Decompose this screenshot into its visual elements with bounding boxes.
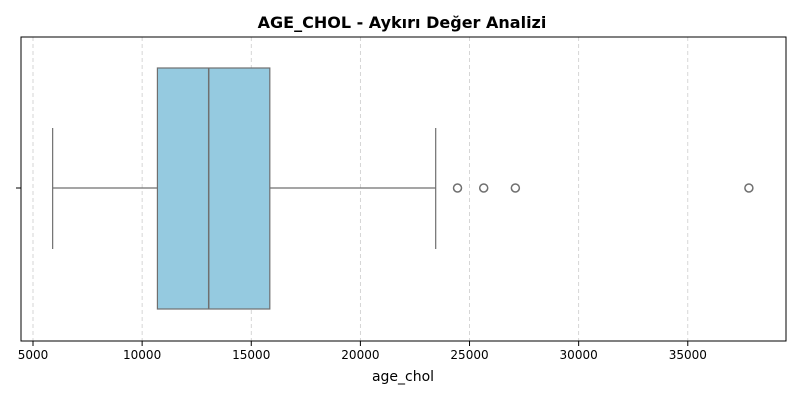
- x-tick-label: 35000: [669, 348, 707, 362]
- x-axis-label: age_chol: [372, 369, 434, 385]
- x-tick-label: 15000: [232, 348, 270, 362]
- x-tick-label: 5000: [18, 348, 49, 362]
- x-tick-label: 30000: [560, 348, 598, 362]
- chart-title: AGE_CHOL - Aykırı Değer Analizi: [258, 13, 547, 32]
- outlier-point: [452, 183, 463, 193]
- outlier-point: [744, 183, 754, 193]
- grid: [32, 37, 689, 341]
- boxplot: [52, 67, 754, 310]
- x-tick-label: 20000: [341, 348, 379, 362]
- x-tick-label: 25000: [450, 348, 488, 362]
- x-tick-label: 10000: [123, 348, 161, 362]
- outlier-point: [510, 183, 521, 193]
- plot-frame: [20, 36, 787, 342]
- outlier-point: [478, 183, 489, 193]
- iqr-box: [156, 67, 271, 310]
- x-axis-ticks: 5000 10000 15000 20000 25000 30000 35000: [18, 341, 707, 362]
